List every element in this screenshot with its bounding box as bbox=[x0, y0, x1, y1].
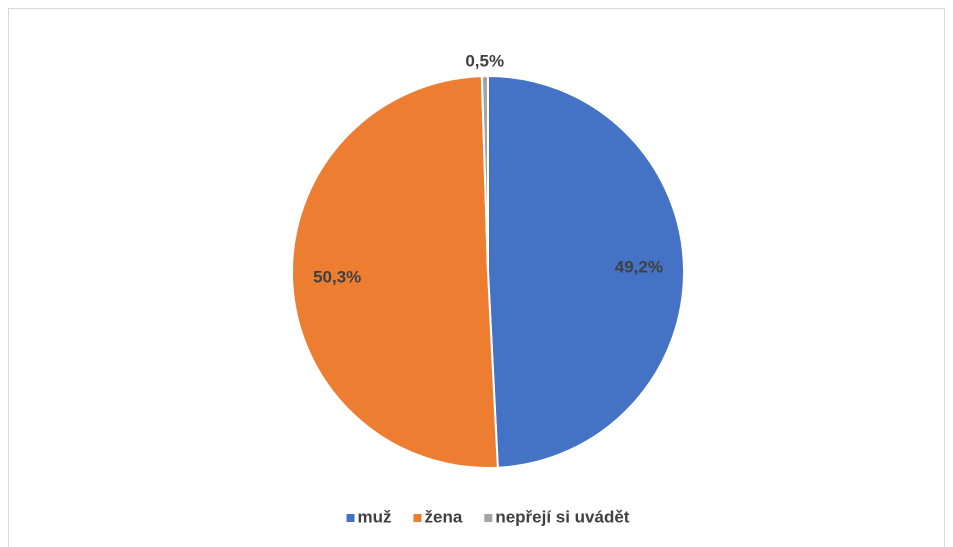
legend-label: muž bbox=[358, 507, 392, 526]
pie-slice bbox=[291, 75, 499, 469]
pie-slice bbox=[487, 74, 685, 469]
legend-swatch bbox=[413, 514, 422, 522]
data-label: 49,2% bbox=[615, 258, 663, 277]
legend-swatch bbox=[484, 514, 493, 522]
pie-slice bbox=[480, 74, 489, 273]
legend-label: žena bbox=[425, 507, 463, 526]
legend-label: nepřejí si uvádět bbox=[495, 507, 629, 526]
legend-swatch bbox=[346, 514, 355, 522]
data-label: 50,3% bbox=[313, 268, 361, 287]
data-label: 0,5% bbox=[465, 52, 504, 71]
